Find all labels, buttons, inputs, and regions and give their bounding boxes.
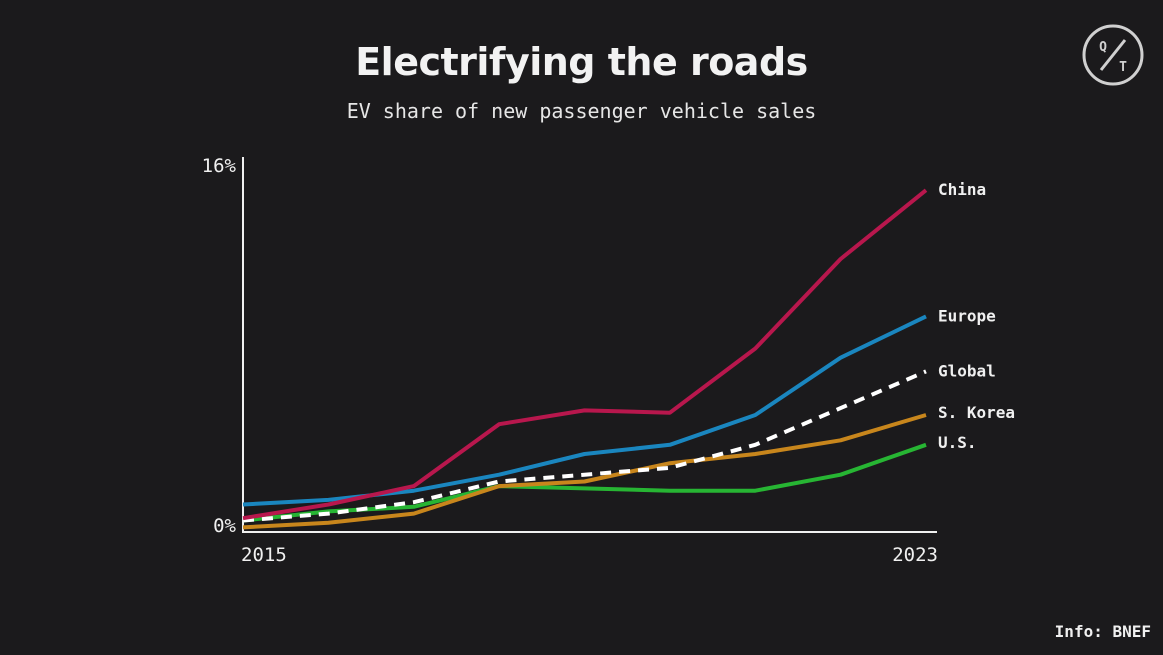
series-line-s-korea: [242, 413, 927, 530]
x-tick-label-start: 2015: [241, 544, 287, 566]
series-label-s-korea: S. Korea: [938, 403, 1015, 422]
series-line-global: [242, 369, 927, 523]
x-tick-label-end: 2023: [892, 544, 938, 566]
series-label-global: Global: [938, 361, 996, 380]
qt-logo-letter-q: Q: [1099, 40, 1107, 55]
chart-subtitle: EV share of new passenger vehicle sales: [346, 99, 817, 123]
series-label-europe: Europe: [938, 306, 996, 325]
series-line-china: [242, 188, 928, 521]
y-tick-label-max: 16%: [202, 155, 237, 177]
chart-title: Electrifying the roads: [355, 40, 808, 84]
series-label-china: China: [938, 180, 986, 199]
qt-logo-icon: Q T: [1082, 24, 1144, 86]
qt-logo-ring: [1082, 24, 1144, 86]
source-credit: Info: BNEF: [1054, 622, 1151, 641]
qt-logo-letter-t: T: [1119, 60, 1127, 75]
series-label-u-s: U.S.: [938, 433, 977, 452]
qt-logo-slash: [1099, 39, 1127, 71]
y-tick-label-min: 0%: [213, 515, 236, 537]
